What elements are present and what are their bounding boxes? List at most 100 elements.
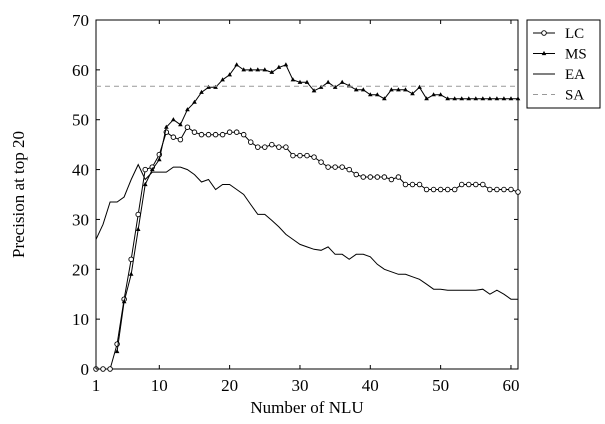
data-point-ms (121, 299, 127, 304)
data-point-lc (198, 131, 205, 138)
legend-item-ms: MS (533, 47, 587, 63)
y-tick-label: 20 (72, 260, 89, 279)
data-point-lc (142, 166, 148, 173)
data-point-lc (508, 186, 514, 193)
y-tick-label: 40 (72, 161, 89, 180)
data-point-lc (458, 181, 465, 188)
data-point-lc (515, 189, 521, 195)
y-axis-label: Precision at top 20 (9, 131, 28, 258)
data-point-ms (311, 88, 317, 93)
data-point-ms (515, 96, 521, 101)
data-point-lc (501, 186, 507, 193)
data-point-ms (199, 89, 204, 94)
data-point-lc (255, 144, 261, 150)
series-ea-line (95, 163, 518, 300)
legend-label-lc: LC (565, 26, 584, 42)
data-point-lc (381, 174, 388, 180)
data-point-ms (438, 92, 443, 97)
data-point-lc (480, 181, 486, 188)
y-tick-label: 50 (72, 111, 89, 130)
data-point-ms (410, 91, 415, 96)
data-point-lc (205, 131, 212, 138)
data-point-ms (396, 87, 401, 92)
data-point-ms (424, 96, 429, 101)
data-point-ms (135, 226, 141, 231)
data-point-lc (494, 186, 500, 193)
data-point-ms (431, 92, 436, 97)
y-tick-label: 10 (72, 310, 89, 329)
data-point-lc (487, 186, 493, 193)
data-point-lc (339, 164, 345, 170)
data-point-lc (304, 152, 310, 159)
legend-marker-ms (541, 50, 547, 56)
data-point-lc (466, 181, 472, 188)
data-point-lc (402, 181, 409, 188)
data-point-lc (226, 129, 233, 135)
data-point-lc (437, 186, 444, 193)
data-point-lc (177, 136, 184, 143)
data-point-ms (227, 72, 232, 77)
data-point-lc (107, 366, 113, 372)
data-point-lc (346, 166, 352, 173)
data-point-ms (290, 77, 296, 82)
data-point-lc (367, 174, 374, 180)
data-point-ms (241, 67, 246, 72)
x-tick-label: 30 (291, 376, 308, 395)
data-point-ms (234, 62, 239, 67)
data-point-ms (339, 79, 345, 84)
series-ea (95, 163, 518, 300)
data-point-ms (487, 96, 493, 101)
data-point-ms (114, 348, 120, 354)
data-point-lc (184, 124, 191, 130)
data-point-ms (459, 96, 465, 101)
data-point-ms (466, 96, 472, 101)
data-point-ms (164, 124, 169, 129)
data-point-ms (494, 96, 500, 101)
data-point-ms (389, 87, 394, 92)
data-point-ms (375, 92, 380, 97)
data-point-lc (240, 131, 247, 138)
data-point-ms (360, 87, 366, 92)
data-point-ms (178, 122, 183, 127)
data-point-ms (255, 67, 261, 72)
data-point-lc (290, 152, 296, 159)
data-point-ms (452, 96, 457, 101)
legend: LC MS EA SA (526, 19, 601, 109)
data-point-ms (473, 96, 479, 101)
data-point-lc (444, 186, 451, 193)
data-point-ms (185, 107, 190, 112)
data-point-lc (395, 174, 402, 180)
data-point-ms (269, 69, 275, 74)
legend-box (526, 19, 601, 109)
data-point-ms (128, 271, 134, 276)
y-tick-label: 70 (72, 11, 89, 30)
legend-marker-lc (541, 30, 547, 36)
series-lc (93, 124, 521, 372)
data-point-lc (374, 174, 381, 180)
data-point-ms (142, 181, 148, 187)
legend-item-ea: EA (533, 67, 585, 83)
data-point-ms (403, 87, 408, 92)
y-tick-label: 60 (72, 61, 89, 80)
data-point-ms (283, 62, 289, 67)
data-point-lc (170, 134, 177, 140)
data-point-lc (269, 141, 275, 148)
data-point-ms (171, 117, 176, 122)
y-axis-ticks: 0 10 20 30 40 50 60 70 (72, 11, 518, 379)
data-point-lc (311, 154, 317, 160)
plot-frame (95, 19, 519, 370)
x-tick-label: 50 (432, 376, 449, 395)
data-point-ms (262, 67, 268, 72)
data-point-lc (332, 164, 338, 170)
data-point-ms (157, 157, 162, 162)
data-point-lc (423, 186, 430, 193)
data-point-lc (451, 186, 458, 193)
y-tick-label: 30 (72, 210, 89, 229)
series-ms-line (116, 64, 518, 352)
data-point-ms (508, 96, 514, 101)
data-point-lc (128, 256, 134, 263)
x-axis-ticks: 1 10 20 30 40 50 60 (92, 20, 519, 395)
data-point-lc (212, 131, 219, 138)
legend-item-lc: LC (533, 26, 584, 42)
data-point-ms (220, 77, 225, 82)
